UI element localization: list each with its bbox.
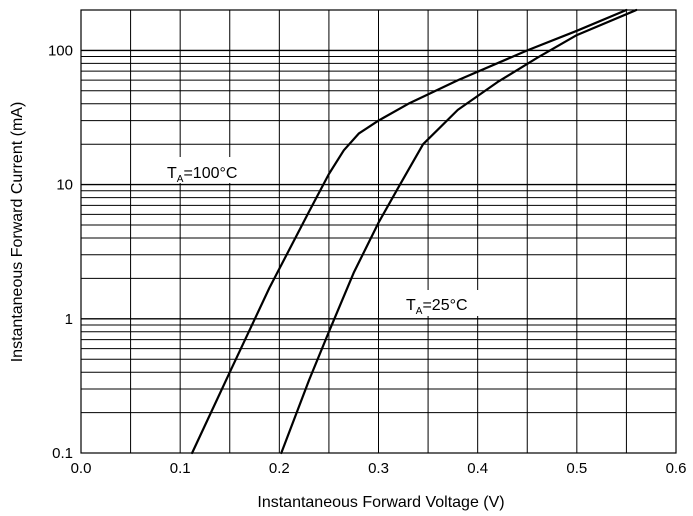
x-tick-label: 0.4 — [467, 460, 488, 477]
svg-text:TA=100°C: TA=100°C — [167, 165, 237, 185]
annotation-ta-25: TA=25°C — [402, 290, 494, 317]
annotation-ta-25-bg — [402, 290, 494, 316]
y-tick-label: 0.1 — [52, 445, 73, 462]
series-line-ta-100 — [191, 8, 628, 455]
x-tick-label: 0.0 — [71, 460, 92, 477]
annotation-ta-100-bg — [163, 157, 271, 183]
plot-frame — [80, 9, 677, 454]
y-tick-labels: 0.1 1 10 100 — [48, 42, 73, 462]
series-layer — [191, 8, 638, 455]
x-tick-label: 0.3 — [368, 460, 389, 477]
series-line-ta-25 — [280, 8, 638, 455]
x-tick-label: 0.1 — [170, 460, 191, 477]
y-tick-label: 10 — [56, 177, 73, 194]
svg-text:TA=25°C: TA=25°C — [406, 297, 468, 317]
y-tick-label: 100 — [48, 42, 73, 59]
x-tick-label: 0.5 — [566, 460, 587, 477]
x-tick-label: 0.6 — [666, 460, 687, 477]
x-axis-label: Instantaneous Forward Voltage (V) — [257, 494, 504, 511]
y-axis-label: Instantaneous Forward Current (mA) — [9, 102, 26, 363]
x-tick-labels: 0.0 0.1 0.2 0.3 0.4 0.5 0.6 — [71, 460, 687, 477]
y-tick-label: 1 — [65, 311, 73, 328]
x-tick-label: 0.2 — [269, 460, 290, 477]
annotation-ta-100: TA=100°C — [163, 157, 271, 185]
